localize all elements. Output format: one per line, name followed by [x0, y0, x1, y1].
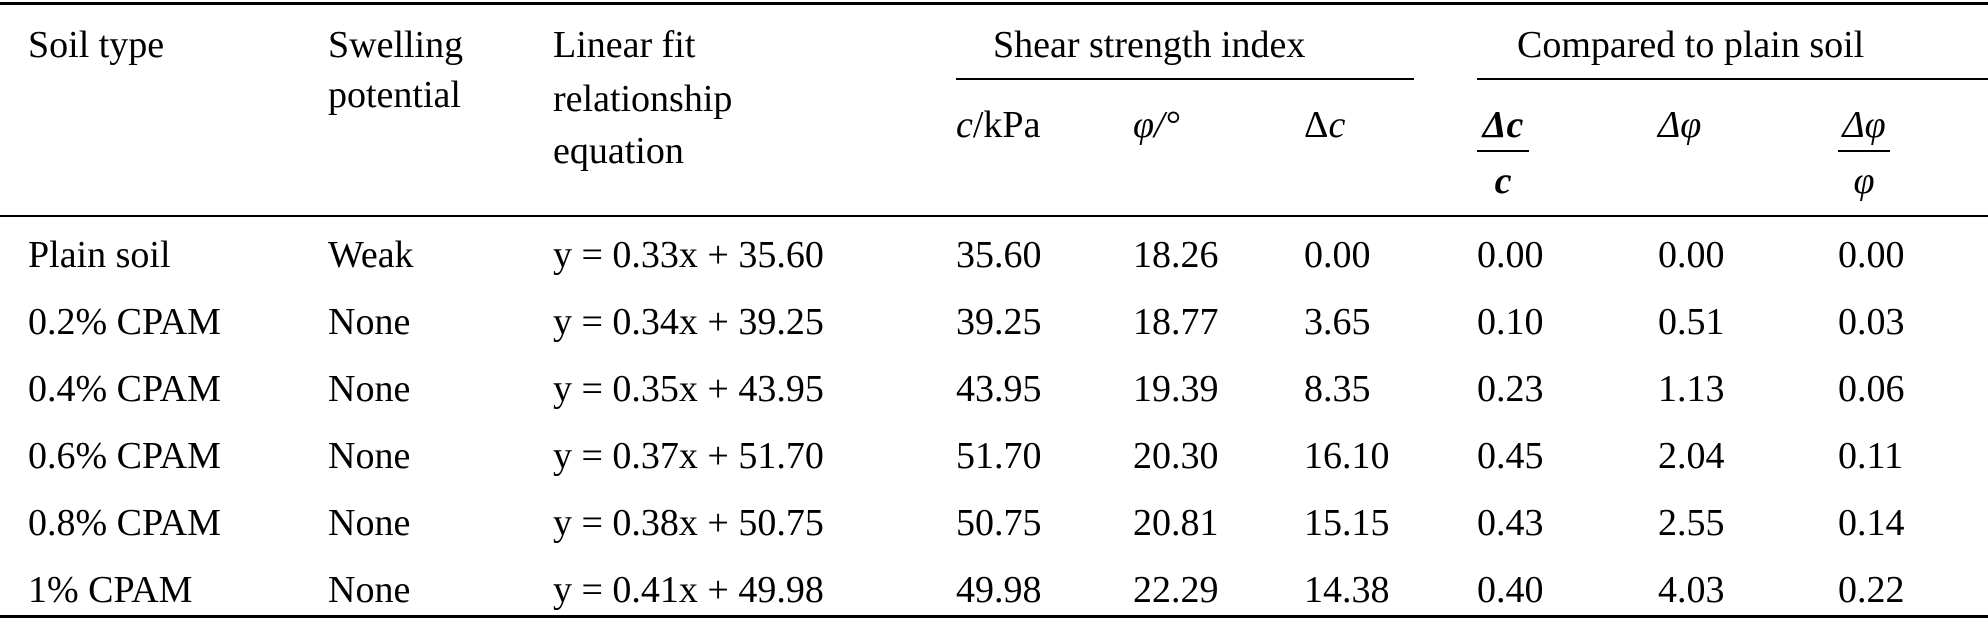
cell-soil-type: 0.8% CPAM [28, 502, 221, 544]
cell-soil-type: Plain soil [28, 234, 171, 276]
cell-delta-phi: 1.13 [1658, 368, 1725, 410]
cell-ratio-c: 0.45 [1477, 435, 1544, 477]
cell-phi: 22.29 [1133, 569, 1219, 611]
cell-phi: 19.39 [1133, 368, 1219, 410]
cell-swelling-potential: None [328, 569, 411, 611]
cell-linear-fit-equation: y = 0.33x + 35.60 [553, 234, 824, 276]
cell-c-kpa: 43.95 [956, 368, 1042, 410]
cell-ratio-phi: 0.11 [1838, 435, 1904, 477]
header-group-shear: Shear strength index [993, 24, 1306, 66]
header-linear-2: relationship [553, 78, 733, 120]
cell-c-kpa: 49.98 [956, 569, 1042, 611]
shear-group-rule [956, 78, 1414, 80]
cell-ratio-c: 0.10 [1477, 301, 1544, 343]
ratio-phi-denominator: φ [1853, 160, 1875, 202]
header-ratio-c: Δc c [1477, 106, 1529, 200]
cell-ratio-c: 0.40 [1477, 569, 1544, 611]
cell-delta-phi: 0.51 [1658, 301, 1725, 343]
cell-delta-c: 16.10 [1304, 435, 1390, 477]
cell-ratio-phi: 0.14 [1838, 502, 1905, 544]
header-swelling-2: potential [328, 74, 461, 116]
cell-delta-c: 8.35 [1304, 368, 1371, 410]
cell-delta-c: 14.38 [1304, 569, 1390, 611]
cell-c-kpa: 51.70 [956, 435, 1042, 477]
cell-ratio-c: 0.00 [1477, 234, 1544, 276]
cell-phi: 20.81 [1133, 502, 1219, 544]
cell-linear-fit-equation: y = 0.38x + 50.75 [553, 502, 824, 544]
ratio-phi-numerator: Δφ [1842, 104, 1886, 146]
cell-ratio-phi: 0.22 [1838, 569, 1905, 611]
cell-c-kpa: 39.25 [956, 301, 1042, 343]
cell-delta-phi: 2.55 [1658, 502, 1725, 544]
header-linear-1: Linear fit [553, 24, 696, 66]
ratio-c-denominator: c [1494, 160, 1512, 202]
cell-phi: 18.77 [1133, 301, 1219, 343]
cell-linear-fit-equation: y = 0.35x + 43.95 [553, 368, 824, 410]
cell-swelling-potential: None [328, 368, 411, 410]
cell-linear-fit-equation: y = 0.41x + 49.98 [553, 569, 824, 611]
cell-delta-c: 3.65 [1304, 301, 1371, 343]
bottom-rule [0, 615, 1988, 618]
compared-group-rule [1477, 78, 1988, 80]
cell-delta-phi: 2.04 [1658, 435, 1725, 477]
cell-swelling-potential: None [328, 502, 411, 544]
cell-phi: 20.30 [1133, 435, 1219, 477]
cell-swelling-potential: None [328, 301, 411, 343]
cell-soil-type: 0.6% CPAM [28, 435, 221, 477]
cell-ratio-c: 0.23 [1477, 368, 1544, 410]
cell-swelling-potential: None [328, 435, 411, 477]
cell-linear-fit-equation: y = 0.34x + 39.25 [553, 301, 824, 343]
fraction-bar [1477, 150, 1529, 152]
cell-ratio-phi: 0.06 [1838, 368, 1905, 410]
cell-linear-fit-equation: y = 0.37x + 51.70 [553, 435, 824, 477]
header-rule [0, 215, 1988, 217]
cell-delta-c: 15.15 [1304, 502, 1390, 544]
header-phi: φ/° [1133, 104, 1180, 146]
cell-soil-type: 0.2% CPAM [28, 301, 221, 343]
header-delta-c: Δc [1304, 106, 1345, 144]
cell-swelling-potential: Weak [328, 234, 414, 276]
cell-soil-type: 0.4% CPAM [28, 368, 221, 410]
cell-ratio-phi: 0.03 [1838, 301, 1905, 343]
cell-c-kpa: 50.75 [956, 502, 1042, 544]
delta-sym: Δ [1304, 104, 1329, 146]
header-group-compared: Compared to plain soil [1517, 24, 1865, 66]
header-delta-phi: Δφ [1658, 104, 1702, 146]
cell-delta-phi: 0.00 [1658, 234, 1725, 276]
cell-soil-type: 1% CPAM [28, 569, 193, 611]
cell-phi: 18.26 [1133, 234, 1219, 276]
fraction-bar [1838, 150, 1890, 152]
cell-delta-c: 0.00 [1304, 234, 1371, 276]
header-ratio-phi: Δφ φ [1838, 106, 1890, 200]
c-var: c [956, 104, 973, 146]
cell-ratio-phi: 0.00 [1838, 234, 1905, 276]
cell-delta-phi: 4.03 [1658, 569, 1725, 611]
ratio-c-numerator: Δc [1482, 104, 1524, 146]
top-rule [0, 2, 1988, 5]
header-linear-3: equation [553, 130, 684, 172]
cell-c-kpa: 35.60 [956, 234, 1042, 276]
header-c-kpa: c/kPa [956, 106, 1040, 144]
header-swelling-1: Swelling [328, 24, 464, 66]
header-soil-type: Soil type [28, 24, 165, 66]
c-var: c [1328, 104, 1346, 146]
cell-ratio-c: 0.43 [1477, 502, 1544, 544]
kpa-unit: /kPa [972, 104, 1041, 146]
